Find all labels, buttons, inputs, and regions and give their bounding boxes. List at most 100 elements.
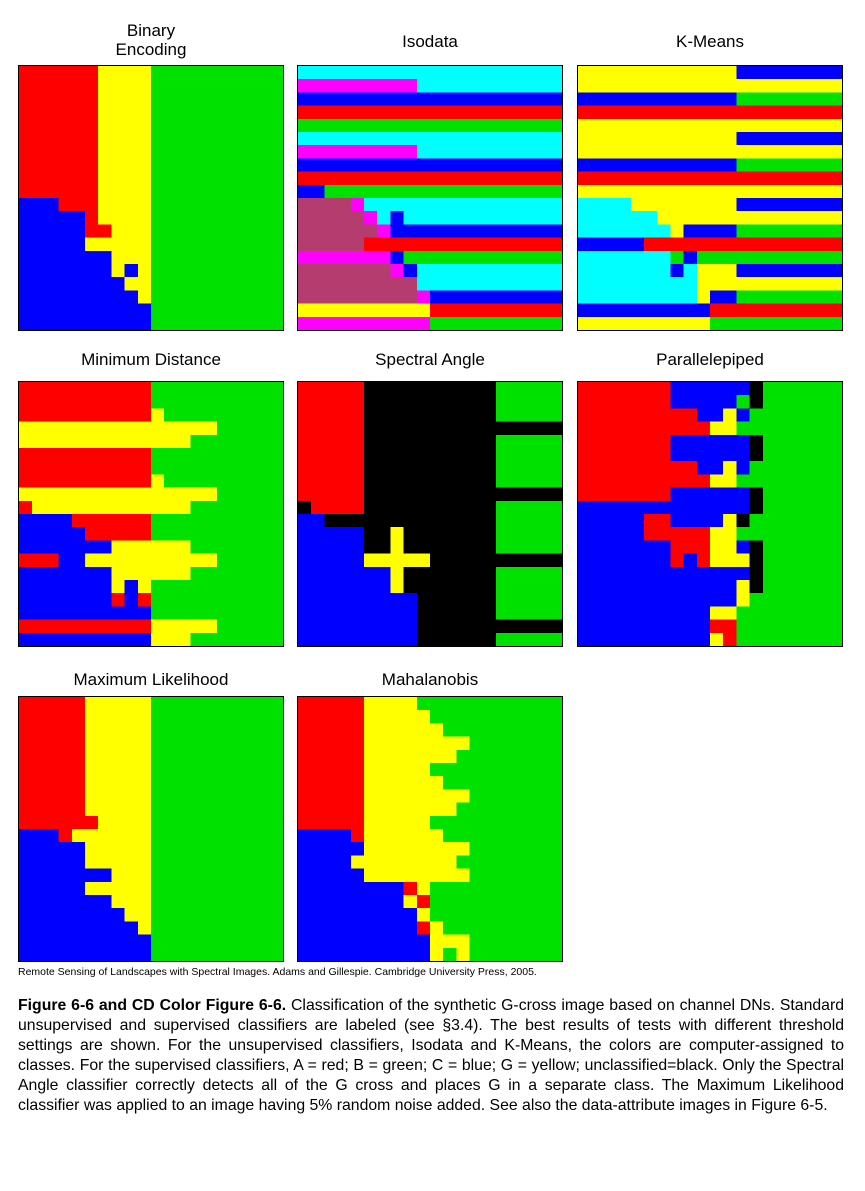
class-region-green	[762, 553, 842, 567]
class-region-red	[58, 198, 99, 212]
class-region-red	[578, 434, 671, 448]
class-region-yellow	[111, 566, 191, 580]
class-region-black	[364, 487, 496, 501]
class-region-yellow	[710, 421, 737, 435]
class-region-green	[151, 237, 283, 251]
panel-parallelepiped	[577, 381, 843, 647]
class-region-green	[496, 580, 562, 594]
class-region-red	[137, 593, 151, 607]
class-region-magenta	[350, 198, 364, 212]
class-region-red	[416, 895, 430, 909]
class-region-magenta	[298, 316, 430, 330]
class-region-green	[151, 250, 283, 264]
class-region-blue	[298, 829, 351, 843]
class-region-black	[430, 553, 496, 567]
class-region-blue	[736, 66, 842, 80]
class-region-red	[19, 408, 151, 422]
class-region-blue	[19, 211, 85, 225]
class-region-yellow	[124, 277, 151, 291]
panel-kmeans	[577, 65, 843, 331]
class-region-black	[749, 540, 763, 554]
class-region-blue	[298, 619, 417, 633]
class-region-red	[578, 105, 842, 119]
class-region-blue	[19, 895, 112, 909]
class-region-green	[151, 593, 283, 607]
class-region-red	[403, 881, 417, 895]
class-region-maroon	[298, 224, 378, 238]
class-region-yellow	[85, 237, 151, 251]
panel-binary-encoding	[18, 65, 284, 331]
class-region-black	[364, 500, 496, 514]
class-region-maroon	[298, 277, 417, 291]
class-region-yellow	[85, 855, 151, 869]
class-region-yellow	[19, 487, 217, 501]
class-region-blue	[19, 277, 125, 291]
class-region-magenta	[298, 79, 417, 93]
class-region-cyan	[416, 264, 562, 278]
class-region-blue	[390, 250, 404, 264]
class-region-green	[190, 434, 283, 448]
class-region-blue	[578, 303, 710, 317]
class-region-red	[644, 514, 671, 528]
class-region-blue	[298, 868, 364, 882]
class-region-green	[736, 632, 842, 646]
class-region-red	[19, 500, 33, 514]
class-region-blue	[19, 881, 85, 895]
class-region-green	[443, 776, 562, 790]
class-region-cyan	[578, 277, 697, 291]
class-region-blue	[19, 855, 85, 869]
class-region-green	[430, 881, 562, 895]
class-region-yellow	[364, 829, 444, 843]
class-region-yellow	[71, 829, 85, 843]
class-region-yellow	[630, 198, 737, 212]
class-region-black	[403, 527, 496, 554]
class-region-yellow	[710, 606, 737, 620]
class-region-red	[298, 382, 364, 422]
class-region-blue	[670, 434, 750, 448]
class-region-blue	[696, 408, 724, 422]
class-region-black	[416, 593, 496, 620]
class-region-yellow	[364, 749, 457, 763]
class-region-blue	[578, 619, 710, 633]
class-region-black	[749, 566, 763, 580]
class-region-blue	[430, 290, 562, 304]
class-region-green	[736, 290, 842, 304]
class-region-red	[19, 553, 59, 567]
class-region-red	[350, 829, 364, 843]
class-region-blue	[19, 198, 59, 212]
class-region-green	[190, 500, 283, 514]
class-region-green	[151, 514, 283, 528]
class-region-yellow	[710, 540, 737, 554]
class-region-blue	[578, 540, 671, 554]
class-region-green	[151, 224, 283, 238]
class-region-yellow	[350, 855, 364, 869]
panel-title-isodata: Isodata	[402, 32, 458, 51]
class-region-red	[670, 553, 684, 567]
class-region-red	[364, 237, 562, 251]
class-region-green	[762, 500, 842, 514]
class-region-blue	[578, 593, 737, 607]
class-region-blue	[578, 580, 737, 594]
class-region-black	[364, 434, 496, 488]
class-region-red	[85, 224, 112, 238]
class-region-blue	[298, 593, 417, 620]
class-region-yellow	[723, 514, 737, 528]
class-region-yellow	[416, 908, 430, 922]
class-region-yellow	[403, 895, 417, 909]
class-region-blue	[124, 264, 138, 278]
class-region-blue	[578, 553, 671, 567]
class-region-yellow	[578, 316, 710, 330]
class-region-black	[324, 514, 364, 528]
class-region-black	[749, 382, 763, 396]
class-region-black	[749, 434, 763, 448]
class-region-red	[58, 829, 72, 843]
class-region-green	[151, 448, 283, 475]
class-region-blue	[736, 540, 750, 554]
class-region-red	[19, 815, 99, 829]
class-region-blue	[683, 250, 697, 264]
class-region-red	[298, 789, 364, 803]
class-region-green	[496, 382, 562, 422]
class-region-green	[430, 316, 562, 330]
class-region-green	[151, 908, 283, 922]
class-region-red	[298, 723, 364, 737]
